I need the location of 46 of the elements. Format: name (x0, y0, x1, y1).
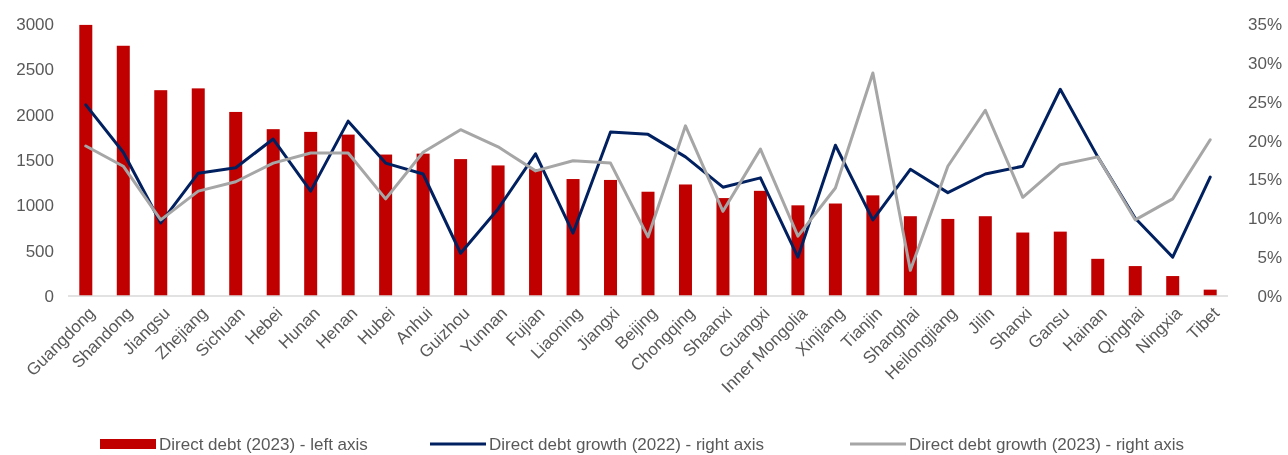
bar (753, 190, 767, 296)
bar (379, 154, 393, 296)
bar (716, 198, 730, 296)
bar (154, 90, 168, 296)
legend-label: Direct debt growth (2022) - right axis (489, 435, 764, 454)
bar (79, 24, 93, 296)
bar (529, 169, 543, 296)
bar (1091, 258, 1105, 296)
bar (491, 165, 505, 296)
y2-tick-label: 35% (1247, 15, 1282, 34)
bar (266, 129, 280, 296)
bar (678, 184, 692, 296)
bar (341, 134, 355, 296)
bar (1128, 266, 1142, 296)
y-tick-label: 1000 (16, 196, 54, 216)
bar (191, 88, 205, 296)
legend-label: Direct debt (2023) - left axis (159, 435, 368, 454)
y-tick-label: 1500 (16, 151, 54, 170)
y-tick-label: 2500 (16, 60, 54, 80)
bar (978, 216, 992, 296)
bar (116, 45, 130, 296)
y2-tick-label: 20% (1247, 131, 1282, 151)
bar (1016, 232, 1030, 296)
bar (229, 111, 243, 296)
y-tick-label: 2000 (16, 105, 54, 125)
bar (416, 153, 430, 296)
bar (866, 195, 880, 296)
bar (304, 131, 318, 296)
bar (454, 159, 468, 296)
bar (941, 218, 955, 296)
y2-tick-label: 10% (1247, 209, 1282, 229)
bar (566, 179, 580, 296)
y2-tick-label: 15% (1247, 170, 1282, 190)
bar (1053, 231, 1067, 296)
y-tick-label: 0 (44, 287, 54, 306)
bar (604, 179, 618, 296)
y2-tick-label: 25% (1247, 92, 1282, 112)
bar (1166, 276, 1180, 296)
y-tick-label: 500 (25, 241, 54, 261)
y-tick-label: 3000 (16, 15, 54, 34)
y2-tick-label: 0% (1257, 287, 1282, 306)
legend-label: Direct debt growth (2023) - right axis (909, 435, 1184, 454)
bar (828, 203, 842, 296)
y2-tick-label: 30% (1247, 53, 1282, 73)
bar (641, 191, 655, 296)
y2-tick-label: 5% (1257, 248, 1282, 268)
